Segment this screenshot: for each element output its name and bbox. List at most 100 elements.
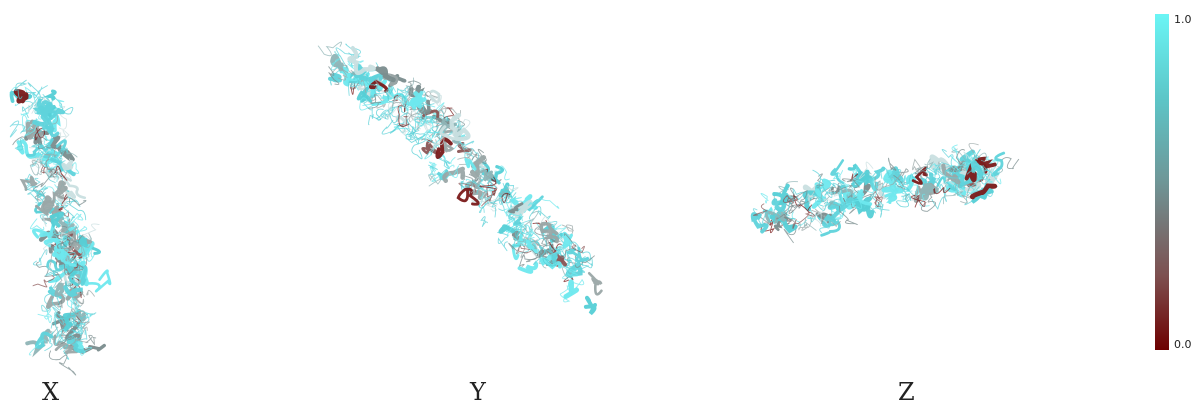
view-label-y: Y	[470, 378, 486, 406]
ribbon-strand	[587, 272, 603, 296]
ribbon-strand	[16, 139, 44, 165]
ribbon-strand	[445, 156, 456, 170]
ribbon-strand	[472, 179, 494, 193]
ribbon-strand	[57, 204, 75, 224]
ribbon-strand	[918, 182, 939, 201]
ribbon-strand	[858, 161, 874, 180]
ribbon-strand	[567, 246, 590, 263]
ribbon-strand	[41, 214, 47, 227]
ribbon-strand	[855, 196, 872, 212]
ribbon-strand	[35, 191, 65, 216]
protein-ribbon-x	[9, 79, 112, 376]
ribbon-strand	[497, 232, 509, 252]
ribbon-strand	[506, 218, 516, 236]
ribbon-strand	[55, 165, 68, 181]
ribbon-strand	[480, 216, 488, 228]
ribbon-strand	[352, 70, 363, 87]
ribbon-strand	[81, 223, 100, 256]
ribbon-strand	[874, 171, 903, 191]
ribbon-strand	[9, 120, 25, 138]
ribbon-strand	[407, 80, 422, 90]
ribbon-strand	[45, 271, 57, 277]
ribbon-strand	[802, 184, 821, 212]
ribbon-strand	[897, 174, 913, 192]
ribbon-strand	[452, 115, 471, 130]
ribbon-strand	[14, 79, 28, 100]
ribbon-strand	[498, 224, 516, 234]
ribbon-strand	[47, 267, 58, 277]
ribbon-strand	[969, 185, 980, 196]
ribbon-strand	[788, 197, 815, 214]
ribbon-strand	[31, 147, 58, 167]
ribbon-strand	[28, 339, 47, 356]
ribbon-strand	[964, 163, 977, 183]
ribbon-strand	[864, 177, 878, 198]
ribbon-strand	[561, 265, 579, 276]
ribbon-strand	[77, 226, 88, 234]
ribbon-strand	[812, 169, 833, 199]
ribbon-strand	[51, 326, 66, 344]
ribbon-strand	[811, 198, 836, 227]
ribbon-strand	[63, 285, 83, 297]
ribbon-strand	[428, 164, 448, 177]
ribbon-strand	[394, 86, 410, 100]
protein-view-x	[0, 0, 120, 376]
ribbon-strand	[35, 142, 50, 153]
ribbon-strand	[53, 197, 65, 208]
ribbon-strand	[826, 186, 841, 197]
ribbon-strand	[792, 211, 816, 229]
ribbon-strand	[884, 191, 898, 204]
ribbon-strand	[512, 230, 522, 248]
ribbon-strand	[31, 148, 52, 162]
ribbon-strand	[868, 166, 886, 191]
ribbon-strand	[29, 218, 45, 231]
ribbon-strand	[908, 184, 919, 196]
ribbon-strand	[72, 265, 80, 283]
ribbon-strand	[814, 178, 832, 194]
ribbon-strand	[941, 163, 961, 185]
ribbon-strand	[933, 187, 951, 195]
ribbon-strand	[456, 187, 480, 206]
ribbon-strand	[66, 212, 84, 227]
ribbon-strand	[920, 196, 936, 212]
ribbon-strand	[507, 202, 524, 214]
ribbon-strand	[969, 151, 978, 162]
ribbon-strand	[48, 279, 58, 297]
ribbon-strand	[888, 157, 897, 171]
ribbon-strand	[395, 115, 408, 126]
ribbon-strand	[79, 321, 90, 329]
ribbon-strand	[831, 208, 842, 220]
ribbon-strand	[471, 148, 487, 165]
ribbon-strand	[896, 196, 912, 208]
ribbon-strand	[368, 108, 384, 126]
ribbon-strand	[439, 125, 461, 141]
ribbon-strand	[979, 169, 1002, 185]
ribbon-strand	[551, 251, 560, 264]
ribbon-strand	[65, 199, 87, 221]
ribbon-strand	[852, 164, 864, 183]
ribbon-strand	[875, 201, 890, 218]
ribbon-strand	[58, 226, 78, 239]
ribbon-strand	[78, 235, 88, 248]
ribbon-strand	[66, 231, 91, 260]
ribbon-strand	[51, 311, 72, 334]
ribbon-strand	[571, 245, 585, 254]
ribbon-strand	[511, 215, 526, 231]
ribbon-strand	[498, 165, 510, 181]
ribbon-strand	[398, 98, 422, 111]
ribbon-strand	[13, 88, 29, 104]
ribbon-strand	[380, 92, 399, 120]
ribbon-strand	[784, 194, 813, 214]
ribbon-strand	[824, 191, 837, 202]
ribbon-strand	[962, 156, 975, 170]
ribbon-strand	[356, 90, 373, 103]
ribbon-strand	[845, 196, 864, 209]
ribbon-strand	[498, 188, 511, 199]
ribbon-strand	[69, 307, 86, 317]
ribbon-strand	[782, 194, 798, 204]
ribbon-strand	[911, 166, 928, 185]
ribbon-strand	[14, 138, 25, 151]
ribbon-strand	[465, 178, 497, 192]
ribbon-strand	[1001, 157, 1020, 170]
ribbon-strand	[45, 163, 74, 176]
